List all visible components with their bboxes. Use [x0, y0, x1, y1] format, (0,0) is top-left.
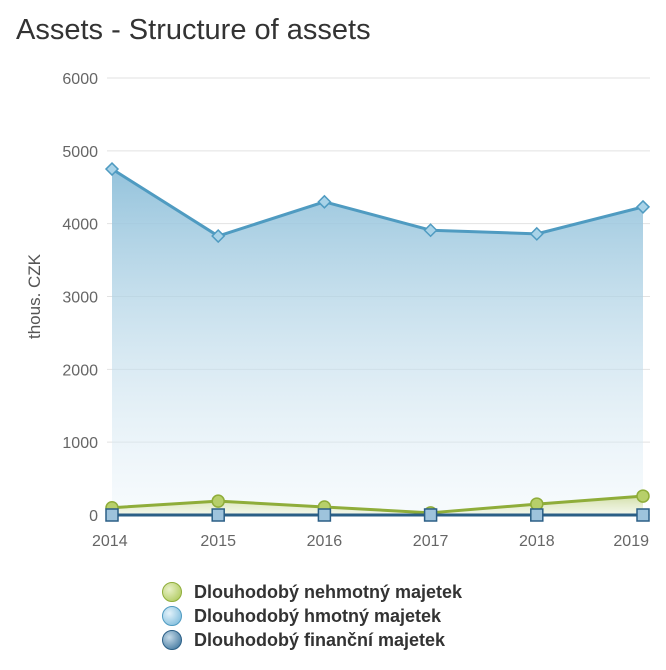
y-tick-label: 2000 [62, 362, 98, 379]
legend-item[interactable]: Dlouhodobý hmotný majetek [162, 604, 462, 628]
x-tick-label: 2015 [200, 533, 236, 550]
data-point [317, 194, 332, 209]
series-area [112, 169, 643, 515]
data-point [423, 223, 438, 238]
legend-label: Dlouhodobý hmotný majetek [194, 605, 442, 626]
x-tick-label: 2019 [613, 533, 649, 550]
legend-label: Dlouhodobý nehmotný majetek [194, 581, 463, 602]
legend-item[interactable]: Dlouhodobý nehmotný majetek [162, 580, 462, 604]
y-tick-label: 1000 [62, 435, 98, 452]
data-point [423, 508, 438, 522]
legend-item[interactable]: Dlouhodobý finanční majetek [162, 628, 462, 652]
x-tick-label: 2014 [92, 533, 128, 550]
series-line [111, 167, 644, 238]
y-tick-label: 6000 [62, 71, 98, 88]
data-point [636, 489, 650, 503]
data-point [317, 508, 332, 522]
y-axis-title: thous. CZK [25, 253, 44, 339]
series-line [111, 494, 644, 515]
y-tick-label: 3000 [62, 290, 98, 307]
legend-symbol [162, 582, 182, 602]
data-point [211, 228, 226, 244]
legend-symbol [162, 630, 182, 650]
data-point [211, 494, 225, 508]
y-tick-label: 0 [89, 508, 98, 525]
x-tick-label: 2017 [413, 533, 449, 550]
y-tick-label: 5000 [62, 144, 98, 161]
chart-plot: 0 1000 2000 3000 4000 5000 6000 thous. CZK 2014 2… [25, 71, 651, 550]
data-point [211, 508, 225, 522]
y-tick-label: 4000 [62, 217, 98, 234]
data-point [105, 508, 119, 522]
legend-label: Dlouhodobý finanční majetek [194, 629, 446, 650]
x-tick-label: 2018 [519, 533, 555, 550]
series-area [112, 496, 643, 515]
data-point [529, 226, 544, 241]
data-point [635, 199, 651, 214]
legend-symbol [162, 606, 182, 626]
data-point [104, 161, 120, 177]
chart-title: Assets - Structure of assets [16, 14, 371, 46]
data-point [636, 508, 650, 522]
data-point [530, 508, 544, 522]
x-tick-label: 2016 [307, 533, 343, 550]
chart-legend: Dlouhodobý nehmotný majetek Dlouhodobý hm… [162, 580, 462, 652]
